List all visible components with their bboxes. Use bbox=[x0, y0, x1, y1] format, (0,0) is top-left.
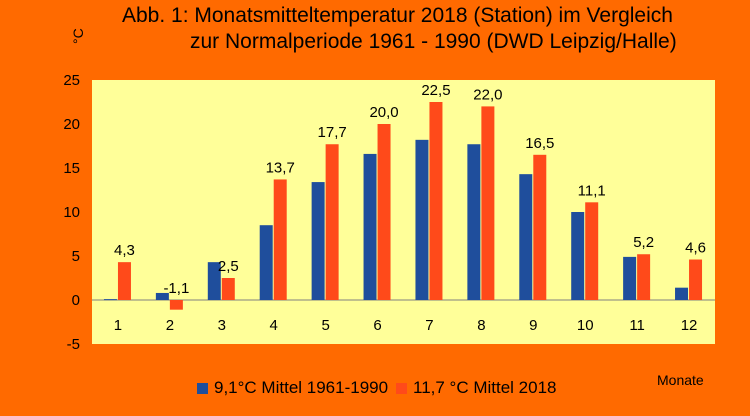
x-tick-label: 5 bbox=[321, 317, 329, 334]
bar-series-1 bbox=[259, 225, 273, 300]
y-tick-label: 10 bbox=[63, 204, 80, 221]
data-label: 2,5 bbox=[218, 258, 239, 275]
data-label: -1,1 bbox=[163, 280, 189, 297]
y-tick-label: 5 bbox=[72, 248, 80, 265]
bar-series-2 bbox=[325, 144, 339, 300]
y-tick-label: 20 bbox=[63, 116, 80, 133]
chart-title-line-1: Abb. 1: Monatsmitteltemperatur 2018 (Sta… bbox=[122, 4, 673, 27]
bar-series-1 bbox=[207, 262, 221, 300]
bar-series-1 bbox=[571, 212, 585, 300]
bar-series-2 bbox=[429, 102, 443, 300]
bar-series-2 bbox=[117, 262, 131, 300]
legend-label-series-1: 9,1°C Mittel 1961-1990 bbox=[214, 378, 389, 397]
bar-series-1 bbox=[623, 256, 637, 300]
data-label: 4,6 bbox=[685, 240, 706, 257]
y-tick-label: -5 bbox=[67, 336, 80, 353]
bar-series-1 bbox=[103, 299, 117, 301]
bar-series-2 bbox=[689, 259, 703, 300]
data-label: 16,5 bbox=[525, 135, 554, 152]
bar-series-2 bbox=[533, 154, 547, 300]
bar-series-1 bbox=[415, 139, 429, 300]
legend-swatch-series-1 bbox=[197, 382, 208, 394]
x-tick-label: 12 bbox=[681, 317, 698, 334]
x-tick-label: 8 bbox=[477, 317, 485, 334]
data-label: 22,5 bbox=[421, 82, 450, 99]
x-tick-label: 1 bbox=[114, 317, 122, 334]
x-tick-label: 10 bbox=[577, 317, 594, 334]
y-axis-label: °C bbox=[70, 28, 86, 44]
data-label: 4,3 bbox=[114, 242, 135, 259]
x-axis-label: Monate bbox=[657, 372, 704, 388]
bar-series-2 bbox=[585, 202, 599, 300]
data-label: 13,7 bbox=[266, 159, 295, 176]
y-tick-label: 15 bbox=[63, 160, 80, 177]
data-label: 11,1 bbox=[578, 182, 606, 199]
legend-item-series-1: 9,1°C Mittel 1961-1990 bbox=[197, 378, 388, 398]
plot-area bbox=[92, 80, 715, 344]
bar-series-1 bbox=[155, 292, 169, 300]
bar-series-1 bbox=[519, 174, 533, 300]
bar-series-2 bbox=[273, 179, 287, 300]
x-tick-label: 2 bbox=[166, 317, 174, 334]
y-tick-label: 25 bbox=[63, 72, 80, 89]
x-tick-label: 7 bbox=[425, 317, 433, 334]
legend-label-series-2: 11,7 °C Mittel 2018 bbox=[413, 378, 557, 397]
data-label: 17,7 bbox=[318, 124, 347, 141]
bar-series-2 bbox=[637, 254, 651, 300]
data-label: 22,0 bbox=[473, 86, 502, 103]
legend-item-series-2: 11,7 °C Mittel 2018 bbox=[396, 378, 557, 398]
legend-swatch-series-2 bbox=[396, 382, 407, 394]
data-label: 5,2 bbox=[633, 234, 654, 251]
chart-title-line-2: zur Normalperiode 1961 - 1990 (DWD Leipz… bbox=[190, 30, 677, 53]
bar-series-1 bbox=[363, 153, 377, 300]
x-tick-label: 11 bbox=[629, 317, 645, 334]
bar-series-2 bbox=[377, 124, 391, 300]
bar-series-1 bbox=[467, 144, 481, 300]
bar-series-2 bbox=[169, 300, 183, 310]
x-tick-label: 3 bbox=[218, 317, 226, 334]
bar-series-1 bbox=[311, 182, 325, 300]
bar-series-2 bbox=[221, 278, 235, 300]
bar-series-2 bbox=[481, 106, 495, 301]
x-tick-label: 6 bbox=[373, 317, 381, 334]
x-tick-label: 4 bbox=[270, 317, 278, 334]
x-tick-label: 9 bbox=[529, 317, 537, 334]
bar-series-1 bbox=[675, 287, 689, 300]
data-label: 20,0 bbox=[369, 104, 398, 121]
y-tick-label: 0 bbox=[72, 292, 80, 309]
